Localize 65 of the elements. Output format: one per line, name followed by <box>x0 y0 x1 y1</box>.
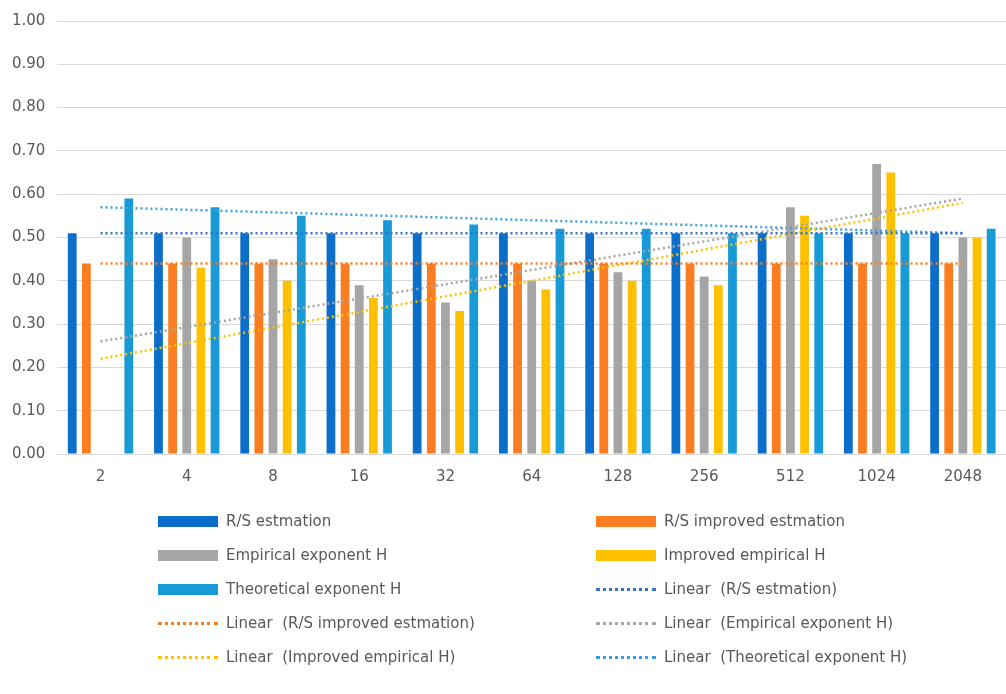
y-tick-label: 0.50 <box>11 227 46 246</box>
x-tick-label: 2 <box>95 466 106 485</box>
bar <box>441 302 450 454</box>
legend-label: Improved empirical H <box>664 546 826 564</box>
bar <box>67 233 77 454</box>
legend-label: Linear (Improved empirical H) <box>226 648 456 666</box>
bar <box>713 285 723 454</box>
x-tick-label: 128 <box>603 466 633 485</box>
x-tick-label: 512 <box>776 466 805 485</box>
legend-label: Linear (R/S improved estmation) <box>226 614 475 632</box>
bar <box>585 233 595 454</box>
bar <box>930 233 939 454</box>
bar <box>814 233 824 454</box>
legend-label: Empirical exponent H <box>226 546 388 564</box>
x-tick-label: 1024 <box>857 466 896 485</box>
bar <box>671 233 681 454</box>
y-tick-label: 0.40 <box>11 270 46 289</box>
bar <box>412 233 422 454</box>
x-tick-label: 32 <box>435 466 456 485</box>
bar <box>383 220 392 454</box>
bar <box>728 233 737 454</box>
bar <box>613 272 623 454</box>
bar <box>455 311 464 454</box>
bar <box>843 233 853 454</box>
legend-label: Linear (Theoretical exponent H) <box>664 648 908 666</box>
legend-label: R/S estmation <box>226 512 332 530</box>
y-tick-label: 0.70 <box>11 140 46 159</box>
bar <box>210 207 220 454</box>
bar <box>154 233 163 454</box>
y-tick-label: 0.90 <box>11 54 46 73</box>
bar <box>972 237 982 454</box>
legend-label: Linear (R/S estmation) <box>664 580 838 598</box>
bar <box>541 289 551 454</box>
bar <box>499 233 508 454</box>
bar <box>699 276 709 454</box>
bar <box>555 228 565 454</box>
x-tick-label: 8 <box>268 466 278 485</box>
bar <box>757 233 767 454</box>
bar <box>900 233 910 454</box>
x-tick-label: 64 <box>522 466 542 485</box>
y-tick-label: 1.00 <box>11 10 46 29</box>
bar <box>627 280 637 454</box>
y-tick-label: 0.20 <box>11 357 46 376</box>
bar <box>641 228 651 454</box>
y-tick-label: 0.00 <box>11 443 46 462</box>
x-tick-label: 16 <box>349 466 369 485</box>
bar <box>296 215 306 454</box>
x-tick-label: 256 <box>689 466 719 485</box>
y-tick-label: 0.10 <box>11 400 46 419</box>
y-tick-label: 0.60 <box>11 184 46 203</box>
legend-label: R/S improved estmation <box>664 512 845 530</box>
bar <box>986 228 996 454</box>
y-tick-label: 0.80 <box>11 97 46 116</box>
bar <box>527 280 537 454</box>
x-tick-label: 2048 <box>943 466 982 485</box>
bar <box>240 233 250 454</box>
legend-label: Linear (Empirical exponent H) <box>664 614 894 632</box>
legend-label: Theoretical exponent H <box>226 580 402 598</box>
x-tick-label: 4 <box>181 466 192 485</box>
bar <box>469 224 479 454</box>
bar <box>958 237 968 454</box>
bar <box>124 198 134 454</box>
bar <box>81 263 91 454</box>
bar <box>326 233 336 454</box>
y-tick-label: 0.30 <box>11 313 46 332</box>
